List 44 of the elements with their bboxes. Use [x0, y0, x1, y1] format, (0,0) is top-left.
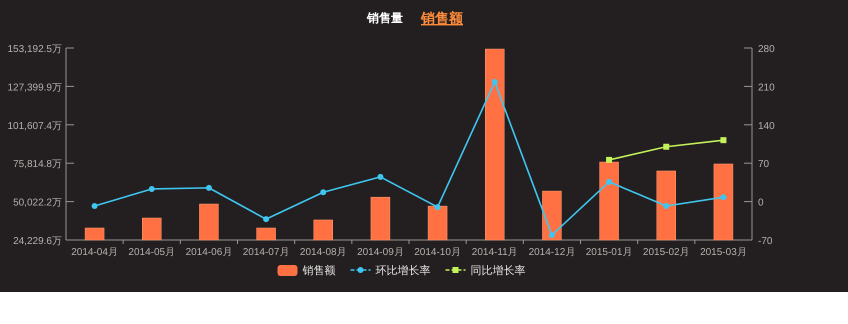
y-tick-label: 127,399.9万: [8, 82, 62, 94]
y2-tick-label: 210: [758, 82, 776, 94]
point: [320, 189, 326, 196]
point: [720, 137, 726, 144]
legend-label: 销售额: [302, 264, 336, 277]
x-tick-label: 2014-04月: [71, 247, 118, 258]
point: [720, 194, 726, 200]
x-tick-label: 2014-09月: [357, 247, 404, 258]
point: [434, 204, 441, 210]
point: [606, 178, 612, 185]
x-tick-label: 2014-06月: [186, 247, 232, 258]
point: [548, 232, 555, 238]
y-tick-label: 50,022.2万: [13, 198, 62, 209]
x-tick-label: 2014-05月: [128, 247, 176, 258]
y-tick-label: 24,229.6万: [13, 236, 62, 247]
x-tick-label: 2014-08月: [300, 247, 347, 258]
point: [663, 144, 670, 150]
legend-label: 同比增长率: [470, 264, 526, 277]
y-tick-label: 75,814.8万: [13, 159, 62, 170]
legend-label: 环比增长率: [376, 264, 430, 277]
y-tick-label: 153,192.5万: [8, 44, 62, 55]
y-tick-label: 101,607.4万: [8, 120, 62, 132]
y2-tick-label: 0: [758, 198, 764, 209]
point: [377, 174, 384, 180]
x-tick-label: 2014-12月: [528, 247, 576, 258]
chart-title: 销售额: [420, 10, 464, 26]
x-tick-label: 2015-01月: [586, 247, 632, 258]
point: [492, 79, 498, 86]
point: [92, 202, 98, 209]
point: [263, 216, 270, 222]
x-tick-label: 2015-02月: [642, 247, 690, 258]
x-tick-label: 2014-10月: [414, 247, 461, 258]
x-tick-label: 2014-07月: [242, 247, 290, 258]
point: [606, 156, 612, 163]
y2-tick-label: 70: [758, 159, 770, 170]
x-tick-label: 2015-03月: [700, 247, 747, 258]
point: [663, 202, 670, 209]
y2-tick-label: 280: [758, 44, 776, 55]
chart-subtitle: 销售量: [366, 11, 403, 25]
x-tick-label: 2014-11月: [472, 247, 518, 258]
y2-tick-label: 140: [758, 120, 776, 132]
point: [206, 184, 212, 191]
point: [148, 186, 155, 192]
y2-tick-label: -70: [758, 236, 773, 247]
